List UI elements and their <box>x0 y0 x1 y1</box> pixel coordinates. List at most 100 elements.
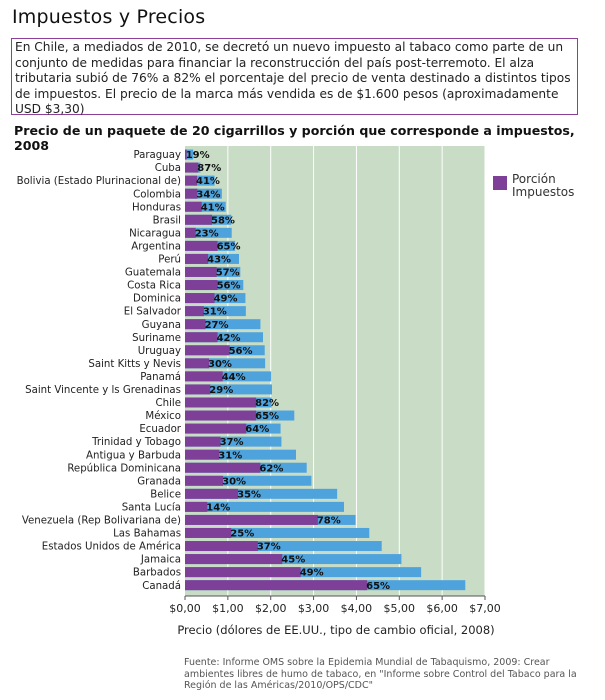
bar-tax <box>185 567 301 578</box>
bar-tax <box>185 358 209 369</box>
category-label: Guatemala <box>125 268 181 279</box>
data-label: 37% <box>220 437 244 448</box>
x-tick-label: $4,00 <box>341 602 373 615</box>
bar-total <box>185 306 246 317</box>
category-label: Panamá <box>140 371 181 383</box>
bar-tax <box>185 253 209 264</box>
bar-tax <box>185 201 202 212</box>
bar-tax <box>185 541 258 552</box>
category-label: Canadá <box>142 580 181 592</box>
bar-total <box>185 358 266 369</box>
bar-tax <box>185 319 206 330</box>
x-axis-label: Precio (dólores de EE.UU., tipo de cambi… <box>177 623 494 637</box>
grid-lines <box>227 146 486 596</box>
bar-total <box>185 527 370 538</box>
bar-tax <box>185 214 212 225</box>
bar-tax <box>185 488 239 499</box>
data-label: 25% <box>230 529 254 540</box>
category-label: México <box>145 410 181 422</box>
intro-text-box: En Chile, a mediados de 2010, se decretó… <box>11 38 578 116</box>
bar-tax <box>185 371 223 382</box>
data-label: 49% <box>214 294 238 305</box>
bar-tax <box>185 332 218 343</box>
bar-tax <box>185 580 368 591</box>
category-label: Dominica <box>133 294 181 305</box>
bar-tax <box>185 514 318 525</box>
bar-tax <box>185 410 257 421</box>
category-label: Perú <box>158 254 181 266</box>
x-tick-label: $3,00 <box>298 602 330 615</box>
bar-total <box>185 501 344 512</box>
data-label: 37% <box>257 542 281 553</box>
data-label: 58% <box>211 215 235 226</box>
chart-title: Precio de un paquete de 20 cigarrillos y… <box>14 123 575 153</box>
data-label: 23% <box>195 228 219 239</box>
category-label: Brasil <box>153 215 181 226</box>
bar-total <box>185 567 422 578</box>
bar-tax <box>185 266 217 277</box>
data-label: 27% <box>205 320 229 331</box>
data-label: 56% <box>217 281 241 292</box>
category-label: Barbados <box>133 568 181 579</box>
data-label: 62% <box>259 463 283 474</box>
bar-total <box>185 201 226 212</box>
category-label: Paraguay <box>133 150 181 161</box>
x-tick-label: $1,00 <box>212 602 244 615</box>
category-label: Belice <box>150 489 181 500</box>
data-label: 65% <box>366 581 390 592</box>
data-label: 45% <box>281 555 305 566</box>
bar-tax <box>185 162 199 173</box>
data-label: 87% <box>197 163 221 174</box>
category-label: El Salvador <box>124 307 182 318</box>
data-label: 19% <box>186 150 210 161</box>
category-label: Honduras <box>132 202 181 213</box>
legend-swatch <box>493 176 507 190</box>
bar-tax <box>185 240 218 251</box>
category-label: Cuba <box>155 163 181 174</box>
category-label: Saint Vincente y ls Grenadinas <box>25 385 181 396</box>
data-label: 34% <box>196 189 220 200</box>
category-label: Bolivia (Estado Plurinacional de) <box>17 176 181 187</box>
category-label: Antigua y Barbuda <box>86 450 181 461</box>
x-tick-label: $0,00 <box>169 602 201 615</box>
data-label: 64% <box>245 424 269 435</box>
category-label: República Dominicana <box>67 462 181 474</box>
bar-tax <box>185 306 204 317</box>
x-tick-label: $6,00 <box>426 602 458 615</box>
bar-tax <box>185 449 220 460</box>
data-label: 31% <box>203 307 227 318</box>
bar-total <box>185 149 194 160</box>
legend-label: Porción Impuestos <box>512 172 574 199</box>
data-label: 82% <box>255 398 279 409</box>
data-label: 35% <box>237 489 261 500</box>
bar-total <box>185 319 261 330</box>
category-label: Estados Unidos de América <box>42 541 181 553</box>
bar-total <box>185 227 232 238</box>
legend: Porción Impuestos <box>493 172 574 199</box>
category-label: Nicaragua <box>129 228 181 239</box>
bar-total <box>185 384 272 395</box>
category-label: Trinidad y Tobago <box>91 437 181 448</box>
bar-tax <box>185 423 247 434</box>
category-label: Guyana <box>142 320 181 331</box>
category-label: Costa Rica <box>127 281 181 292</box>
data-label: 41% <box>201 202 225 213</box>
data-label: 29% <box>209 385 233 396</box>
category-label: Uruguay <box>138 346 181 357</box>
data-label: 43% <box>207 255 231 266</box>
bar-tax <box>185 227 196 238</box>
bar-tax <box>185 527 232 538</box>
bars <box>185 149 466 591</box>
x-tick-label: $2,00 <box>255 602 287 615</box>
data-label: 30% <box>222 476 246 487</box>
bar-total <box>185 436 282 447</box>
bar-tax <box>185 280 218 291</box>
bar-total <box>185 332 263 343</box>
bar-total <box>185 371 272 382</box>
data-label: 65% <box>255 411 279 422</box>
data-label: 31% <box>218 450 242 461</box>
data-label: 30% <box>208 359 232 370</box>
bar-tax <box>185 462 261 473</box>
data-label: 14% <box>206 502 230 513</box>
